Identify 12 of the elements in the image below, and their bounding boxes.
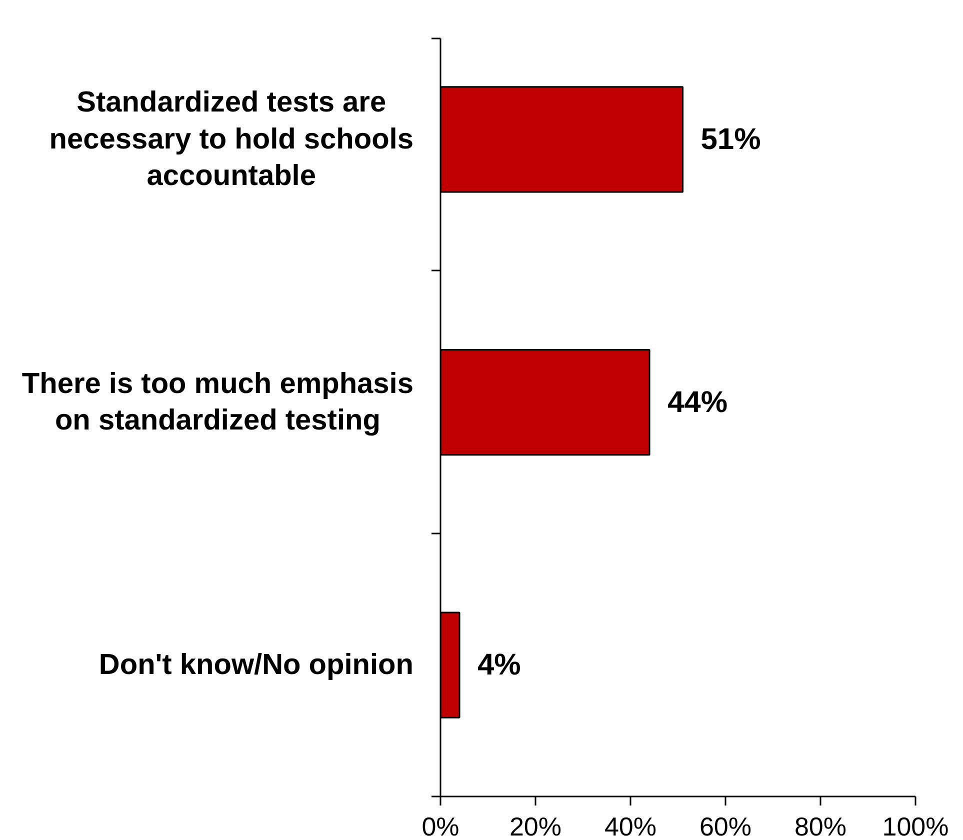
x-tick-label: 20%: [509, 812, 562, 840]
data-label: 44%: [668, 386, 728, 419]
x-tick-label: 100%: [882, 812, 949, 840]
x-tick-label: 0%: [422, 812, 460, 840]
data-label: 4%: [478, 648, 521, 682]
x-tick-label: 60%: [699, 812, 752, 840]
y-tick-label: There is too much emphasis on standardized testing: [22, 368, 414, 437]
data-label: 51%: [700, 122, 761, 156]
x-tick-label: 80%: [794, 812, 847, 840]
y-tick-label: Don't know/No opinion: [98, 649, 414, 682]
x-tick-label: 40%: [604, 812, 657, 840]
y-tick-label: Standardized tests are necessary to hold schools accountable: [49, 86, 414, 192]
